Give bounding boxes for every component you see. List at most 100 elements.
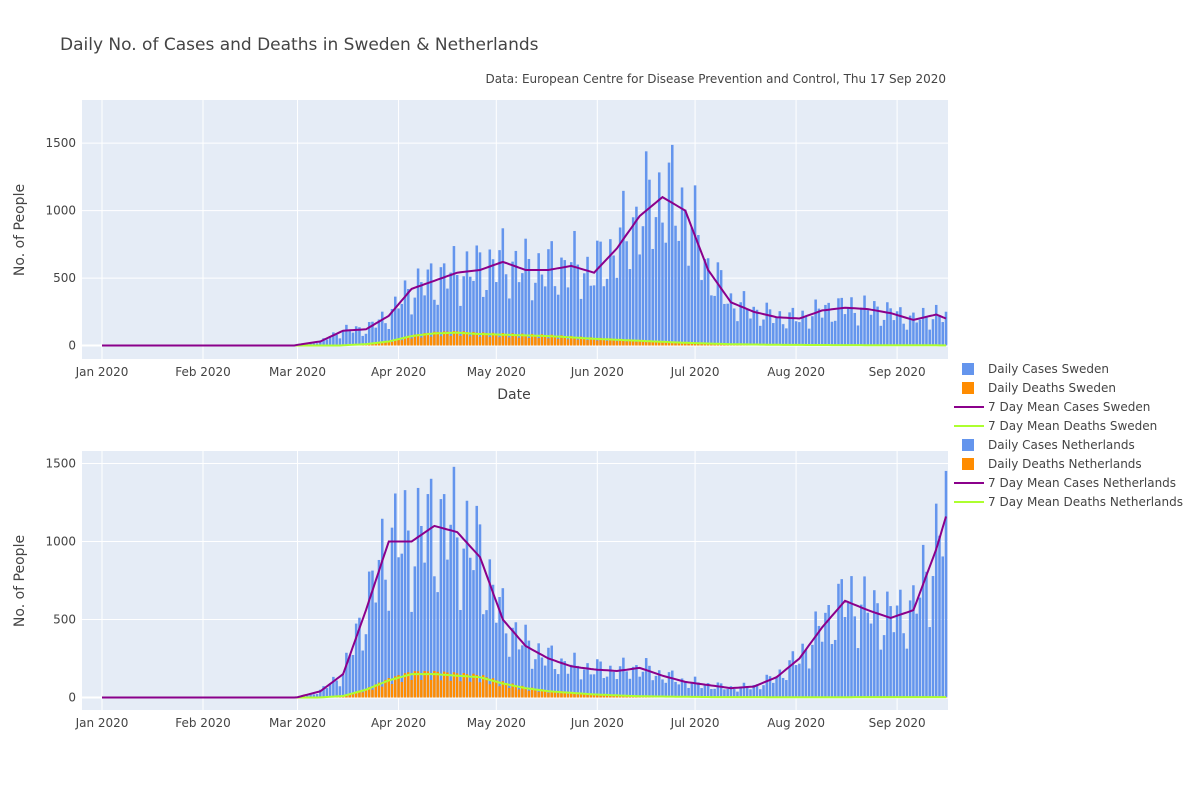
daily-cases-bar [742,682,746,698]
daily-deaths-bar [384,341,387,346]
daily-cases-bar [710,295,713,346]
daily-deaths-bar [690,342,694,346]
legend-item[interactable]: Daily Deaths Netherlands [962,457,1142,471]
daily-deaths-bar [397,675,400,698]
daily-cases-bar [886,302,889,346]
daily-deaths-bar [693,343,697,346]
daily-deaths-bar [446,672,449,698]
legend-item[interactable]: 7 Day Mean Deaths Sweden [954,419,1157,433]
daily-cases-bar [442,263,446,346]
daily-deaths-bar [498,337,501,346]
daily-cases-bar [612,255,615,346]
daily-cases-bar [866,310,870,346]
daily-cases-bar [752,684,756,698]
daily-cases-bar [534,659,537,698]
daily-cases-bar [631,666,635,698]
daily-cases-bar [667,162,671,346]
daily-cases-bar [752,306,756,346]
daily-cases-bar [654,675,658,698]
daily-cases-bar [843,314,847,346]
daily-cases-bar [853,616,857,698]
daily-cases-bar [468,276,472,346]
daily-cases-bar [713,688,716,698]
daily-cases-bar [671,670,674,698]
daily-cases-bar [739,686,742,698]
daily-deaths-bar [465,674,469,698]
daily-cases-bar [573,230,576,346]
legend[interactable]: Daily Cases Sweden Daily Deaths Sweden 7 D… [954,362,1183,509]
daily-deaths-bar [400,340,404,346]
daily-cases-bar [895,311,899,346]
daily-deaths-bar [459,681,462,698]
daily-cases-bar [638,676,641,698]
legend-item[interactable]: 7 Day Mean Deaths Netherlands [954,495,1183,509]
legend-item[interactable]: Daily Cases Netherlands [962,438,1135,452]
daily-deaths-bar [530,687,534,698]
x-tick-label: Feb 2020 [175,365,231,379]
daily-cases-bar [635,206,638,346]
legend-item[interactable]: Daily Deaths Sweden [962,381,1116,395]
daily-cases-bar [882,319,886,346]
daily-deaths-bar [586,340,589,346]
daily-cases-bar [403,280,407,346]
daily-cases-bar [625,241,628,346]
daily-cases-bar [934,304,938,346]
legend-item[interactable]: 7 Day Mean Cases Netherlands [954,476,1176,490]
legend-item[interactable]: Daily Cases Sweden [962,362,1109,376]
legend-swatch [962,363,974,375]
daily-cases-bar [863,576,866,698]
daily-cases-bar [651,680,654,698]
x-tick-label: Jan 2020 [75,365,129,379]
mean-cases-line [102,516,947,699]
daily-cases-bar [944,470,948,698]
daily-cases-bar [791,651,795,698]
daily-deaths-bar [403,673,407,698]
daily-deaths-bar [534,688,537,698]
daily-cases-bar [674,225,677,346]
daily-cases-bar [341,330,345,346]
daily-cases-bar [348,330,351,346]
daily-deaths-bar [442,671,446,698]
daily-cases-bar [622,190,625,346]
daily-cases-bar [433,576,436,698]
daily-deaths-bar [439,336,443,346]
daily-cases-bar [446,288,449,346]
daily-cases-bar [664,242,668,346]
daily-deaths-bar [547,692,550,698]
daily-cases-bar [664,682,668,698]
legend-label: Daily Cases Netherlands [988,438,1135,452]
daily-deaths-bar [615,341,619,346]
daily-cases-bar [410,611,413,698]
legend-item[interactable]: 7 Day Mean Cases Sweden [954,400,1150,414]
daily-cases-bar [312,343,316,346]
daily-deaths-bar [654,342,658,346]
legend-label: Daily Deaths Sweden [988,381,1116,395]
daily-cases-bar [846,602,850,698]
daily-cases-bar [514,250,518,346]
daily-deaths-bar [472,331,475,346]
daily-deaths-bar [573,692,576,698]
daily-deaths-bar [459,336,462,346]
daily-deaths-bar [514,685,518,698]
daily-cases-bar [609,239,612,346]
daily-cases-bar [332,332,335,346]
daily-cases-bar [508,656,511,698]
daily-cases-bar [671,144,674,346]
daily-cases-bar [729,686,733,698]
mean-cases-line [102,195,947,347]
legend-swatch [962,439,974,451]
daily-cases-bar [543,665,547,698]
daily-cases-bar [853,312,857,346]
daily-cases-bar [941,322,945,346]
daily-cases-bar [511,261,514,346]
daily-deaths-bar [462,673,465,698]
daily-cases-bar [814,299,817,346]
daily-cases-bar [612,671,615,698]
daily-cases-bar [693,676,697,698]
daily-deaths-bar [576,339,580,346]
daily-cases-bar [723,689,726,698]
daily-cases-bar [902,323,905,346]
daily-cases-bar [912,585,915,698]
daily-cases-bar [850,576,853,698]
daily-cases-bar [351,655,355,698]
